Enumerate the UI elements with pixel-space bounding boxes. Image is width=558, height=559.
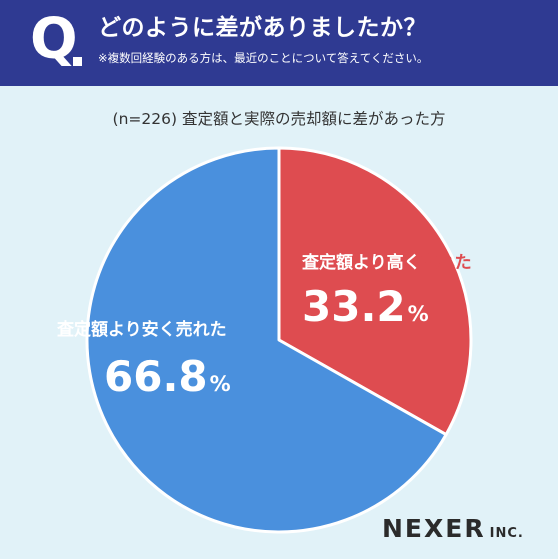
slice-value-high: 33.2% (302, 284, 429, 337)
slice-label-high-inner: 査定額より高く (302, 253, 421, 273)
slice-label-high-outer: 売れた (420, 253, 472, 273)
question-dot (73, 57, 82, 66)
slice-value-low-unit: % (209, 372, 231, 396)
pie-slice-1 (85, 146, 448, 534)
logo-suffix: INC. (489, 526, 524, 541)
chart-subtitle: (n=226) 査定額と実際の売却額に差があった方 (112, 110, 446, 128)
question-title: どのように差がありましたか？ (98, 15, 427, 41)
question-note: ※複数回経験のある方は、最近のことについて答えてください。 (98, 51, 429, 65)
pie-slice-0 (277, 146, 473, 437)
slice-value-low: 66.8% (104, 354, 231, 407)
logo-main: NEXER (382, 514, 486, 543)
slice-value-high-unit: % (407, 302, 429, 326)
slice-value-low-number: 66.8 (104, 352, 208, 401)
slice-label-high: 査定額より高く売れた (302, 248, 472, 273)
question-mark-letter: Q (30, 7, 78, 72)
nexer-logo: NEXER INC. (382, 514, 524, 543)
slice-value-high-number: 33.2 (302, 282, 406, 331)
slice-label-low: 査定額より安く売れた (57, 320, 227, 340)
question-header: Q どのように差がありましたか？ ※複数回経験のある方は、最近のことについて答え… (0, 0, 558, 86)
